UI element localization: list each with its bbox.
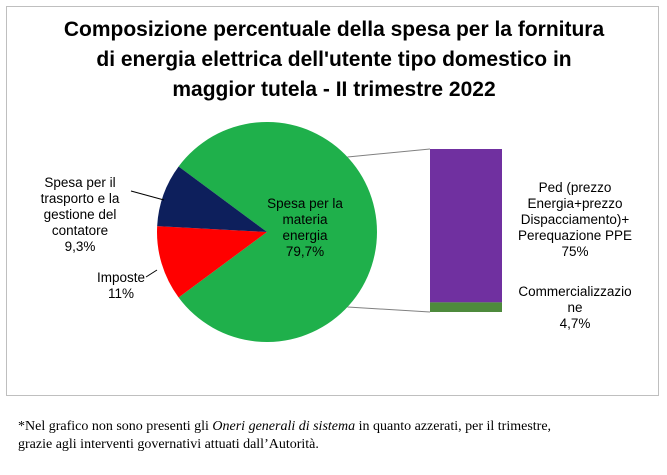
leader-line-imposte [145, 269, 158, 278]
pie-slices [157, 121, 378, 342]
value-materia-energia: 79,7% [285, 244, 325, 259]
slice-materia-energia [178, 121, 378, 342]
chart-frame [6, 6, 659, 396]
leader-line-trasporto [130, 190, 165, 201]
value-trasporto-contatore: 9,3% [64, 239, 96, 254]
chart-title: Composizione percentuale della spesa per… [63, 18, 605, 101]
slice-trasporto-contatore [157, 166, 267, 232]
footnote-emphasis: Oneri generali di sistema [212, 419, 356, 434]
value-ped: 75% [561, 244, 589, 259]
label-ped: Ped (prezzo Energia+prezzo Dispacciament… [505, 180, 645, 260]
breakdown-bar [430, 149, 502, 312]
footnote: *Nel grafico non sono presenti gli Oneri… [18, 419, 552, 452]
label-commercializzazione: Commercializzazio ne 4,7% [505, 284, 645, 332]
connector-line-top [347, 148, 431, 158]
connector-lines [130, 148, 431, 313]
label-trasporto-contatore: Spesa per il trasporto e la gestione del… [30, 175, 130, 255]
bar-segment-commercializzazione [430, 302, 502, 312]
label-imposte: Imposte 11% [86, 270, 156, 302]
value-imposte: 11% [107, 286, 135, 301]
pie-chart [130, 121, 502, 342]
slice-imposte [157, 226, 267, 298]
value-commercializzazione: 4,7% [559, 316, 591, 331]
label-materia-energia: Spesa per la materia energia 79,7% [250, 196, 360, 260]
bar-segment-ped [430, 149, 502, 303]
connector-line-bottom [347, 306, 431, 313]
